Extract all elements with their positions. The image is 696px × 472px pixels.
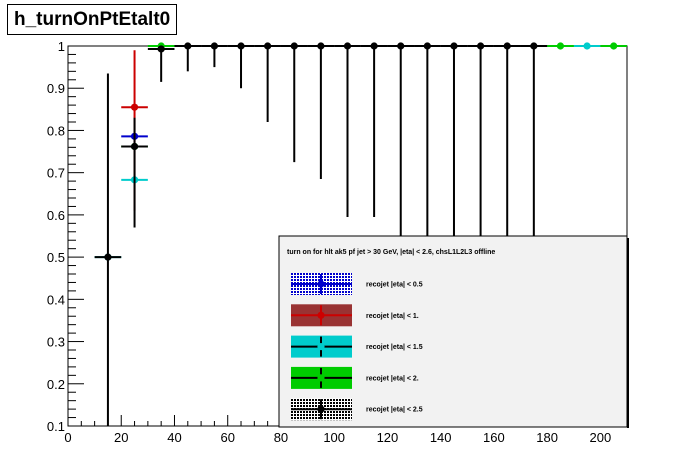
data-point: [184, 42, 192, 50]
data-point: [610, 42, 618, 50]
data-point: [503, 42, 511, 50]
y-tick-label: 0.7: [47, 166, 65, 181]
data-point: [130, 142, 139, 151]
data-point: [450, 42, 458, 50]
x-tick-label: 80: [274, 430, 288, 445]
legend: turn on for hlt ak5 pf jet > 30 GeV, |et…: [278, 235, 629, 428]
legend-header: turn on for hlt ak5 pf jet > 30 GeV, |et…: [287, 249, 495, 256]
legend-label: recojet |eta| < 1.5: [366, 344, 423, 351]
data-point: [423, 42, 431, 50]
legend-label: recojet |eta| < 2.: [366, 375, 419, 382]
legend-marker: [317, 343, 325, 351]
legend-marker: [317, 405, 325, 413]
data-point: [264, 42, 272, 50]
data-point: [237, 42, 245, 50]
y-tick-label: 0.4: [47, 292, 65, 307]
y-tick-label: 1: [58, 39, 65, 54]
y-tick-label: 0.8: [47, 123, 65, 138]
data-point: [397, 42, 405, 50]
legend-label: recojet |eta| < 2.5: [366, 407, 423, 414]
data-point: [130, 103, 139, 111]
legend-label: recojet |eta| < 1.: [366, 313, 419, 320]
legend-box: [278, 235, 628, 428]
x-tick-label: 180: [536, 430, 558, 445]
data-point: [343, 42, 352, 50]
x-tick-label: 140: [430, 430, 452, 445]
data-point: [157, 45, 165, 53]
x-tick-label: 100: [323, 430, 345, 445]
x-tick-label: 20: [114, 430, 128, 445]
x-tick-label: 0: [64, 430, 71, 445]
y-tick-label: 0.6: [47, 208, 65, 223]
x-tick-label: 40: [167, 430, 181, 445]
data-point: [210, 42, 219, 50]
y-tick-label: 0.3: [47, 335, 65, 350]
legend-marker: [317, 311, 325, 319]
x-tick-label: 60: [220, 430, 234, 445]
x-tick-label: 200: [590, 430, 612, 445]
y-tick-label: 0.2: [47, 377, 65, 392]
data-point: [476, 42, 485, 50]
data-point: [104, 253, 112, 261]
data-point: [317, 42, 325, 50]
data-point: [530, 42, 538, 50]
legend-label: recojet |eta| < 0.5: [366, 282, 423, 289]
y-tick-label: 0.5: [47, 250, 65, 265]
legend-marker: [317, 374, 325, 382]
y-tick-label: 0.9: [47, 81, 65, 96]
axes: 0 20 40 60 80 100 120 140 160 180 200 0.1 0.2 0.3 0.4 0…: [47, 39, 628, 445]
x-tick-label: 160: [483, 430, 505, 445]
chart-title: h_turnOnPtEtalt0: [7, 4, 178, 35]
data-point: [583, 42, 591, 50]
data-point: [290, 42, 298, 50]
y-tick-label: 0.1: [47, 419, 65, 434]
legend-marker: [317, 280, 325, 288]
x-tick-label: 120: [377, 430, 399, 445]
data-point: [556, 42, 565, 50]
data-point: [370, 42, 378, 50]
